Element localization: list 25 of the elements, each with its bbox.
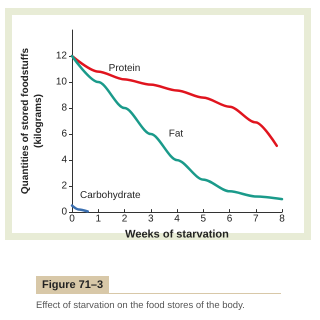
x-tick-label: 5 (200, 214, 206, 225)
x-tick-label: 3 (148, 214, 154, 225)
y-tick-label: 6 (61, 128, 68, 140)
x-tick-label: 6 (226, 214, 233, 225)
x-tick-label: 1 (95, 214, 102, 225)
x-tick-label: 7 (252, 214, 259, 225)
x-tick-label: 8 (279, 214, 286, 225)
y-tick-label: 4 (61, 154, 68, 166)
y-tick-label: 0 (61, 206, 68, 218)
y-tick-label: 8 (61, 102, 68, 114)
series-label: Fat (168, 128, 184, 140)
y-tick-label: 2 (61, 180, 68, 192)
x-tick-label: 4 (174, 214, 180, 225)
caption: Figure 71–3 (36, 276, 110, 294)
text: Effect of starvation on the food stores of the body. (36, 300, 245, 311)
series-label: Protein (108, 62, 140, 74)
line-series (70, 54, 278, 148)
x-tick-label: 2 (122, 214, 128, 225)
y-axis-title: Quantities of stored foodstuffs (kilograms) (20, 48, 44, 194)
x-axis-title: Weeks of starvation (125, 228, 230, 240)
y-tick-label: 12 (56, 50, 68, 62)
x-tick-label: 0 (69, 214, 76, 225)
line-series (70, 54, 284, 200)
series-label: Carbohydrate (80, 190, 142, 202)
y-tick-label: 10 (56, 76, 68, 88)
